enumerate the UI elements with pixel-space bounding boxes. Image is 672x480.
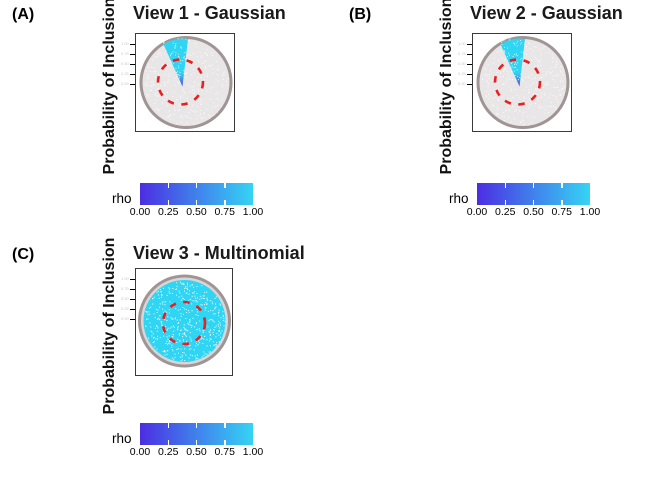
panel-b-title: View 2 - Gaussian (470, 3, 623, 23)
y-axis-tick-label: 0.00 (458, 81, 466, 86)
y-axis-tick (467, 84, 472, 85)
panel-b-label: (B) (349, 6, 372, 23)
y-axis-tick-label: 0.50 (121, 61, 129, 66)
colorbar-tick (167, 183, 169, 188)
colorbar-tick (167, 200, 169, 205)
colorbar-tick (195, 440, 198, 445)
y-axis-tick-label: 0.75 (121, 51, 129, 56)
colorbar-tick-label: 1.00 (242, 206, 264, 218)
y-axis-tick-label: 0.50 (458, 61, 466, 66)
colorbar-tick (195, 183, 198, 188)
y-axis-tick (130, 309, 135, 310)
colorbar-tick (195, 200, 198, 205)
y-axis-tick-label: 0.25 (458, 71, 466, 76)
y-axis-tick-label: 1.00 (121, 41, 129, 46)
panel-a-y-axis-label: Probability of Inclusion (101, 0, 118, 175)
y-axis-tick (130, 64, 135, 65)
colorbar-tick-label: 1.00 (242, 446, 264, 458)
colorbar-tick-label: 0.00 (466, 206, 488, 218)
panel-b-plot-area (472, 33, 572, 132)
y-axis-tick-label: 0.75 (121, 286, 129, 291)
y-axis-tick (130, 54, 135, 55)
y-axis-tick (130, 279, 135, 280)
colorbar-tick-label: 0.25 (158, 206, 179, 218)
panel-a-label: (A) (12, 6, 35, 23)
colorbar-gradient (477, 183, 590, 205)
panel-c-y-axis-label: Probability of Inclusion (101, 237, 118, 415)
colorbar-tick-label: 0.00 (129, 206, 151, 218)
colorbar-tick (195, 423, 198, 428)
y-axis-tick-label: 0.25 (121, 71, 129, 76)
colorbar-tick (532, 200, 535, 205)
colorbar-tick-label: 0.50 (186, 206, 207, 218)
y-axis-tick (130, 84, 135, 85)
panel-a-plot-area (135, 33, 235, 132)
y-axis-tick (130, 74, 135, 75)
colorbar-tick (224, 440, 226, 445)
y-axis-tick-label: 1.00 (458, 41, 466, 46)
panel-a-title: View 1 - Gaussian (133, 3, 286, 23)
panel-c: (C) View 3 - Multinomial Probability of … (0, 238, 336, 480)
y-axis-tick (467, 44, 472, 45)
panel-a-plot (139, 36, 233, 129)
panel-c-plot-area (135, 268, 233, 376)
colorbar-tick-label: 0.50 (523, 206, 544, 218)
colorbar-tick-label: 0.00 (129, 446, 151, 458)
y-axis-tick-label: 0.75 (458, 51, 466, 56)
y-axis-tick (130, 289, 135, 290)
colorbar-tick (224, 183, 226, 188)
panel-c-label: (C) (12, 246, 35, 263)
panel-c-plot (138, 274, 231, 368)
y-axis-tick (130, 319, 135, 320)
y-axis-tick (467, 74, 472, 75)
colorbar-tick (532, 183, 535, 188)
panel-a: (A) View 1 - Gaussian Probability of Inc… (0, 0, 336, 240)
colorbar-tick-label: 0.25 (158, 446, 179, 458)
panel-c-title: View 3 - Multinomial (133, 243, 305, 263)
colorbar-tick-label: 0.25 (495, 206, 516, 218)
colorbar-tick (224, 200, 226, 205)
y-axis-tick-label: 0.00 (121, 81, 129, 86)
colorbar-gradient (140, 423, 253, 445)
colorbar-tick (167, 423, 169, 428)
colorbar-tick-label: 0.75 (214, 206, 235, 218)
panel-b-y-axis-label: Probability of Inclusion (438, 0, 455, 175)
y-axis-tick-label: 0.00 (121, 316, 129, 321)
colorbar-tick-label: 1.00 (579, 206, 601, 218)
y-axis-tick-label: 1.00 (121, 276, 129, 281)
y-axis-tick-label: 0.50 (121, 296, 129, 301)
panel-b-plot (476, 36, 570, 129)
y-axis-tick-label: 0.25 (121, 306, 129, 311)
y-axis-tick (467, 54, 472, 55)
y-axis-tick (130, 44, 135, 45)
y-axis-tick (467, 64, 472, 65)
panel-b: (B) View 2 - Gaussian Probability of Inc… (337, 0, 672, 240)
colorbar-tick (167, 440, 169, 445)
colorbar-tick-label: 0.50 (186, 446, 207, 458)
colorbar-tick (561, 183, 563, 188)
colorbar-tick (224, 423, 226, 428)
colorbar-gradient (140, 183, 253, 205)
colorbar-tick-label: 0.75 (214, 446, 235, 458)
colorbar-tick (561, 200, 563, 205)
colorbar-tick (504, 200, 506, 205)
colorbar-tick-label: 0.75 (551, 206, 572, 218)
colorbar-tick (504, 183, 506, 188)
y-axis-tick (130, 299, 135, 300)
